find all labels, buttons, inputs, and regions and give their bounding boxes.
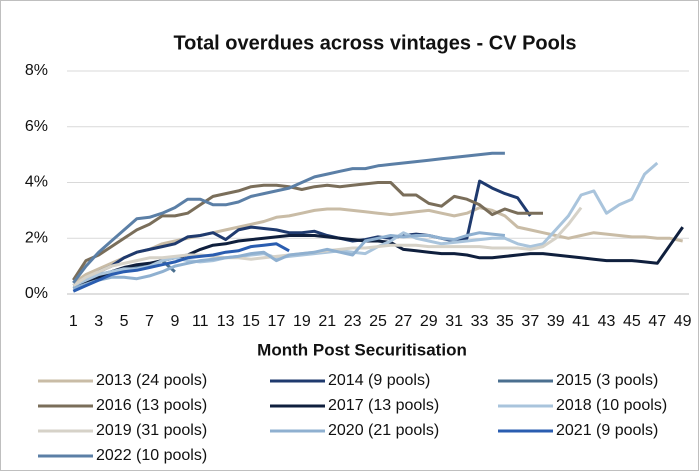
x-tick-label: 7 xyxy=(145,313,154,330)
x-tick-label: 35 xyxy=(496,313,514,330)
y-tick-label: 2% xyxy=(25,229,48,246)
legend-label: 2019 (31 pools) xyxy=(96,422,207,439)
x-tick-label: 5 xyxy=(120,313,129,330)
x-tick-label: 9 xyxy=(170,313,179,330)
x-tick-label: 11 xyxy=(192,313,209,330)
x-tick-label: 33 xyxy=(471,313,489,330)
series-line xyxy=(72,231,506,290)
x-tick-label: 45 xyxy=(623,313,641,330)
y-tick-label: 6% xyxy=(25,118,48,135)
legend-label: 2018 (10 pools) xyxy=(556,397,667,414)
x-tick-label: 39 xyxy=(547,313,565,330)
legend-label: 2022 (10 pools) xyxy=(96,447,207,464)
x-tick-label: 17 xyxy=(268,313,286,330)
x-tick-label: 19 xyxy=(293,313,311,330)
x-tick-label: 29 xyxy=(420,313,438,330)
y-tick-label: 8% xyxy=(25,62,48,79)
chart-title: Total overdues across vintages - CV Pool… xyxy=(173,32,576,54)
series-line xyxy=(72,206,684,285)
x-tick-label: 27 xyxy=(394,313,412,330)
series-line xyxy=(72,161,659,287)
y-tick-label: 4% xyxy=(25,174,48,191)
legend-label: 2016 (13 pools) xyxy=(96,397,207,414)
series-line xyxy=(72,151,505,284)
x-tick-label: 23 xyxy=(344,313,362,330)
legend-label: 2013 (24 pools) xyxy=(96,372,207,389)
legend-label: 2021 (9 pools) xyxy=(556,422,658,439)
x-tick-label: 31 xyxy=(445,313,463,330)
x-tick-label: 47 xyxy=(648,313,666,330)
x-axis-title: Month Post Securitisation xyxy=(257,340,467,359)
series-line xyxy=(72,242,290,293)
y-tick-label: 0% xyxy=(25,285,48,302)
x-tick-label: 43 xyxy=(598,313,616,330)
x-tick-label: 1 xyxy=(69,313,78,330)
legend-label: 2014 (9 pools) xyxy=(328,372,430,389)
x-tick-label: 37 xyxy=(521,313,539,330)
x-tick-label: 21 xyxy=(318,313,336,330)
legend-label: 2017 (13 pools) xyxy=(328,397,439,414)
x-tick-label: 41 xyxy=(572,313,590,330)
series-line xyxy=(72,181,543,281)
x-tick-label: 13 xyxy=(217,313,235,330)
x-tick-label: 49 xyxy=(674,313,692,330)
x-tick-label: 3 xyxy=(94,313,103,330)
x-tick-label: 15 xyxy=(242,313,260,330)
x-tick-label: 25 xyxy=(369,313,387,330)
legend-label: 2015 (3 pools) xyxy=(556,372,658,389)
legend-label: 2020 (21 pools) xyxy=(328,422,439,439)
